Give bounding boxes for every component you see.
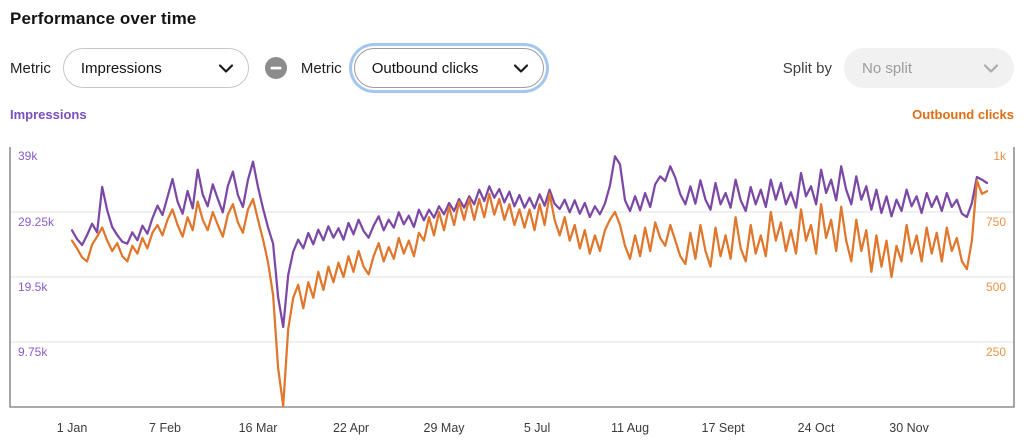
- left-axis-tick: 39k: [18, 149, 38, 163]
- x-axis-tick: 11 Aug: [611, 421, 649, 435]
- split-by-dropdown[interactable]: No split: [844, 48, 1014, 88]
- split-by-value: No split: [862, 59, 913, 77]
- series-line-outbound-clicks: [70, 179, 989, 407]
- right-axis-tick: 500: [986, 280, 1006, 294]
- left-axis-tick: 9.75k: [18, 345, 48, 359]
- right-axis-tick: 750: [986, 215, 1006, 229]
- chevron-down-icon: [984, 63, 998, 73]
- controls-bar: Metric Impressions Metric Outbound click…: [10, 48, 1014, 88]
- left-axis-tick: 29.25k: [18, 215, 55, 229]
- legend-outbound-clicks-label: Outbound clicks: [912, 107, 1014, 122]
- x-axis-tick: 22 Apr: [333, 421, 369, 435]
- x-axis-tick: 17 Sept: [702, 421, 746, 435]
- chevron-down-icon: [218, 63, 233, 73]
- chart-legend: Impressions Outbound clicks: [10, 107, 1014, 122]
- minus-circle-icon: [264, 57, 287, 79]
- right-axis-tick: 250: [986, 345, 1006, 359]
- x-axis-tick: 7 Feb: [149, 421, 181, 435]
- split-by-group: Split by No split: [783, 48, 1014, 88]
- x-axis-tick: 16 Mar: [239, 421, 278, 435]
- x-axis-tick: 1 Jan: [57, 421, 88, 435]
- metric1-value: Impressions: [80, 59, 162, 77]
- chevron-down-icon: [513, 63, 528, 73]
- right-axis-tick: 1k: [993, 149, 1007, 163]
- metric2-dropdown[interactable]: Outbound clicks: [353, 48, 544, 88]
- axis-frame: [9, 147, 1015, 408]
- left-axis-tick: 19.5k: [18, 280, 48, 294]
- series-line-impressions: [70, 155, 989, 329]
- remove-metric-button[interactable]: [264, 57, 287, 79]
- metric2-label: Metric: [300, 59, 342, 77]
- metric2-value: Outbound clicks: [371, 59, 479, 77]
- x-axis-tick: 30 Nov: [889, 421, 929, 435]
- page-title: Performance over time: [10, 9, 197, 28]
- x-axis-tick: 5 Jul: [524, 421, 550, 435]
- x-axis-tick: 24 Oct: [798, 421, 835, 435]
- metric1-label: Metric: [10, 59, 51, 77]
- legend-impressions-label: Impressions: [10, 107, 87, 122]
- performance-over-time-chart: 39k 29.25k 19.5k 9.75k 1k 750 500 250 1 Jan 7 Feb…: [9, 147, 1015, 435]
- x-axis-tick: 29 May: [424, 421, 466, 435]
- metric1-dropdown[interactable]: Impressions: [62, 48, 249, 88]
- split-by-label: Split by: [782, 59, 832, 77]
